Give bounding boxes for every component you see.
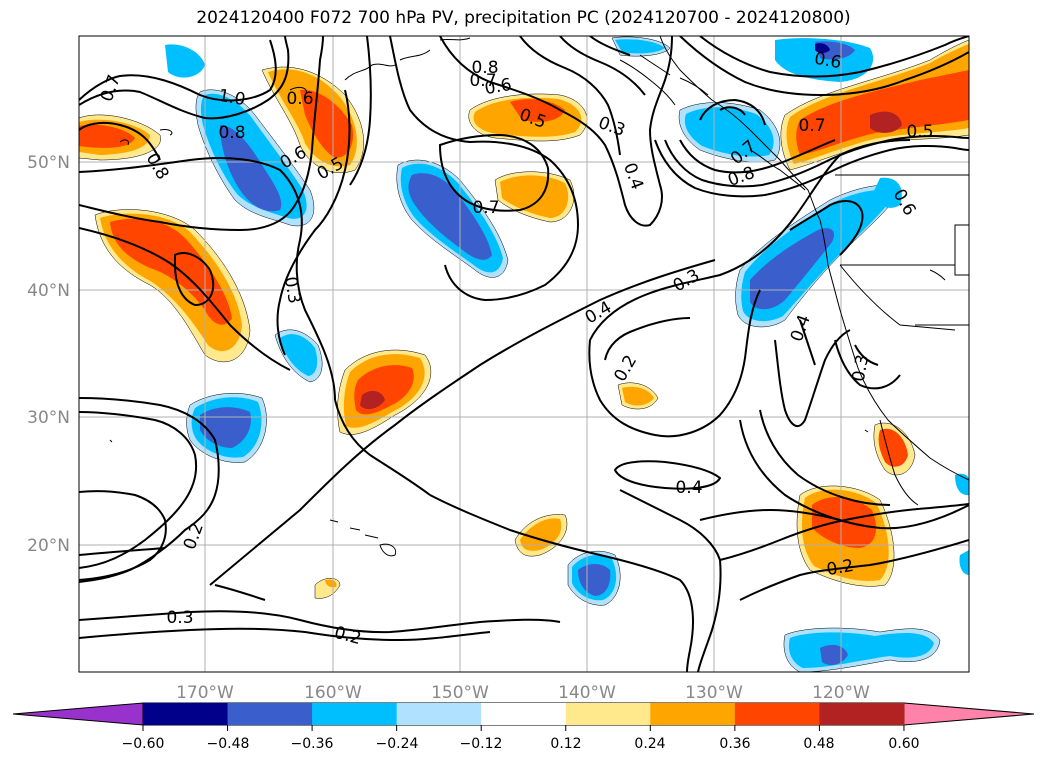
contour-label: 0.8 xyxy=(471,58,498,78)
lon-label: 150°W xyxy=(431,683,489,703)
positive-anomaly-north xyxy=(261,66,364,173)
negative-anomaly-gulf-alaska xyxy=(396,159,509,278)
latitude-axis: 50°N 40°N 30°N 20°N xyxy=(27,153,70,556)
colorbar-tick-label: 0.12 xyxy=(550,736,581,752)
contour-label: 0.7 xyxy=(469,71,496,91)
colorbar-segment xyxy=(396,703,482,725)
lat-label: 30°N xyxy=(27,408,70,428)
contour-label: 0.3 xyxy=(166,608,193,628)
contour-label: 0.6 xyxy=(813,49,843,73)
positive-anomaly-subtropics xyxy=(314,382,916,599)
negative-anomaly-south xyxy=(567,177,969,672)
lat-label: 50°N xyxy=(27,153,70,173)
contour-label: 0.3 xyxy=(849,353,873,383)
negative-anomaly-california xyxy=(735,184,901,328)
positive-anomaly-dateline xyxy=(94,209,251,363)
colorbar-segment xyxy=(819,703,905,725)
map-title: 2024120400 F072 700 hPa PV, precipitatio… xyxy=(196,8,851,28)
contour-label-layer: 0.71.00.80.60.50.80.60.80.70.60.50.30.40… xyxy=(97,49,934,649)
negative-anomaly-pnw xyxy=(611,36,874,163)
contour-label: 0.8 xyxy=(218,123,245,143)
positive-anomaly-west-coast xyxy=(780,39,969,171)
lat-label: 40°N xyxy=(27,281,70,301)
colorbar-tick-label: −0.24 xyxy=(376,736,419,752)
contour-label: 0.2 xyxy=(825,556,855,580)
contour-label: 0.7 xyxy=(798,116,825,136)
colorbar-tick-label: 0.36 xyxy=(719,736,750,752)
colorbar-tick-label: −0.12 xyxy=(460,736,503,752)
positive-anomaly-central xyxy=(337,349,432,435)
contour-label: 0.8 xyxy=(142,150,173,183)
lon-label: 140°W xyxy=(558,683,616,703)
contour-label: 0.3 xyxy=(280,275,304,305)
colorbar-segment xyxy=(143,703,229,725)
colorbar-segment xyxy=(481,703,567,725)
colorbar-tick-label: 0.60 xyxy=(888,736,919,752)
colorbar-tick-label: 0.48 xyxy=(803,736,834,752)
contour-label: 0.3 xyxy=(670,265,703,296)
colorbar-segment xyxy=(734,703,820,725)
colorbar-tick-label: −0.48 xyxy=(207,736,250,752)
lon-label: 160°W xyxy=(304,683,362,703)
contour-label: 1.0 xyxy=(217,86,247,110)
longitude-axis: 170°W 160°W 150°W 140°W 130°W 120°W xyxy=(176,683,870,703)
contour-label: 0.7 xyxy=(472,198,499,218)
negative-anomaly-aleutian xyxy=(165,44,315,227)
positive-anomaly-west xyxy=(79,114,161,161)
colorbar-segment xyxy=(650,703,736,725)
precipitation-shading xyxy=(79,36,969,672)
map-frame xyxy=(78,35,970,673)
pv-contours xyxy=(79,36,969,672)
colorbar-tick-label: −0.60 xyxy=(122,736,165,752)
colorbar-extend-low xyxy=(12,702,144,726)
contour-label: 0.4 xyxy=(675,478,702,498)
contour-label: 0.5 xyxy=(906,122,933,142)
colorbar-ticks xyxy=(142,703,905,731)
contour-label: 0.6 xyxy=(286,89,313,109)
colorbar-segment xyxy=(565,703,651,725)
lon-label: 130°W xyxy=(685,683,743,703)
colorbar-extend-high xyxy=(903,702,1035,726)
colorbar-segment xyxy=(312,703,398,725)
lon-label: 170°W xyxy=(176,683,234,703)
colorbar: −0.60 −0.48 −0.36 −0.24 −0.12 0.12 0.24 … xyxy=(12,702,1035,752)
colorbar-tick-label: 0.24 xyxy=(634,736,665,752)
contour-label: 0.6 xyxy=(483,75,513,99)
colorbar-segment xyxy=(227,703,313,725)
contour-label: 0.2 xyxy=(610,352,641,385)
lat-label: 20°N xyxy=(27,536,70,556)
lon-label: 120°W xyxy=(812,683,870,703)
colorbar-tick-label: −0.36 xyxy=(291,736,334,752)
negative-anomaly-dateline-south xyxy=(186,329,323,463)
lat-lon-grid xyxy=(79,36,969,672)
